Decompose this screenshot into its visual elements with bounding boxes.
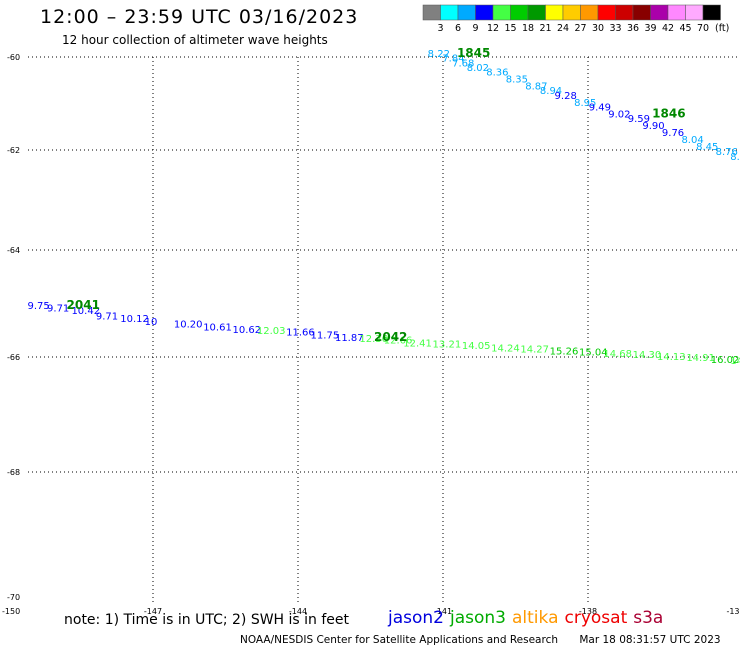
wave-height-point: 10 <box>145 317 158 328</box>
color-scale-label: 36 <box>627 23 639 34</box>
wave-height-point: 9.90 <box>642 121 664 132</box>
footer-credit: NOAA/NESDIS Center for Satellite Applica… <box>240 634 721 646</box>
wave-height-point: 14.68 <box>603 349 632 360</box>
color-scale-legend: 3 6 9 12 15 18 21 24 27 30 33 36 39 42 45 70 (ft) <box>422 4 729 34</box>
satellite-legend: jason2 jason3 altika cryosat s3a <box>388 608 669 628</box>
wave-height-point: 14.21 <box>730 356 740 367</box>
x-tick-label: -144 <box>289 607 307 616</box>
wave-height-point: 14.30 <box>633 350 662 361</box>
color-scale-label: 42 <box>662 23 674 34</box>
color-scale-label: 30 <box>592 23 604 34</box>
wave-height-point: 14.05 <box>462 341 491 352</box>
color-scale-label: 45 <box>679 23 691 34</box>
wave-height-point: 11.87 <box>335 333 364 344</box>
y-tick-label: -70 <box>7 593 20 602</box>
color-scale-label: 33 <box>609 23 621 34</box>
color-scale-label: 39 <box>644 23 656 34</box>
wave-height-point: 9.75 <box>28 301 50 312</box>
wave-height-point: 8.87 <box>525 82 547 93</box>
wave-height-point: 8.35 <box>506 75 528 86</box>
pass-time-label: 1845 <box>457 46 490 60</box>
wave-height-point: 11.75 <box>311 330 340 341</box>
x-tick-label: -141 <box>434 607 452 616</box>
wave-height-point: 9.76 <box>662 128 684 139</box>
color-scale-label: 6 <box>455 23 461 34</box>
wave-height-point: 14.27 <box>520 345 549 356</box>
legend-item-altika: altika <box>512 608 559 628</box>
wave-height-point: 15.04 <box>579 347 608 358</box>
wave-height-point: 16.02 <box>711 355 740 366</box>
x-tick-label: -13 <box>726 607 739 616</box>
wave-height-point: 8.95 <box>574 98 596 109</box>
wave-height-point: 8.04 <box>681 135 703 146</box>
wave-height-point: 8.36 <box>486 68 508 79</box>
y-tick-label: -60 <box>7 53 20 62</box>
wave-height-point: 11.66 <box>286 328 315 339</box>
wave-height-point: 10.12 <box>120 314 149 325</box>
pass-time-label: 2042 <box>374 330 407 344</box>
y-tick-label: -62 <box>7 146 20 155</box>
wave-height-point: 9.02 <box>608 109 630 120</box>
wave-height-point: 8.45 <box>696 142 718 153</box>
wave-height-point: 10.42 <box>71 306 100 317</box>
wave-height-point: 13.21 <box>433 339 462 350</box>
generated-timestamp: Mar 18 08:31:57 UTC 2023 <box>579 634 721 646</box>
x-tick-label: -138 <box>579 607 597 616</box>
wave-height-point: 9.28 <box>555 91 577 102</box>
wave-height-point: 10.62 <box>232 325 261 336</box>
color-scale-label: 12 <box>487 23 499 34</box>
legend-item-cryosat: cryosat <box>564 608 628 628</box>
wave-height-point: 12.66 <box>384 336 413 347</box>
wave-height-point: 15.26 <box>550 346 579 357</box>
pass-time-label: 2041 <box>67 298 100 312</box>
credit-text: NOAA/NESDIS Center for Satellite Applica… <box>240 634 558 646</box>
pass-time-label: 1846 <box>652 106 685 120</box>
wave-height-point: 14.91 <box>686 353 715 364</box>
wave-height-point: 10.20 <box>174 320 203 331</box>
wave-height-point: 9.49 <box>589 102 611 113</box>
color-scale-label: 18 <box>522 23 534 34</box>
color-swatch <box>702 4 721 21</box>
x-tick-label: -150 <box>2 607 20 616</box>
color-scale-label: 24 <box>557 23 569 34</box>
color-scale-label: 9 <box>472 23 478 34</box>
wave-height-point: 9.59 <box>628 114 650 125</box>
wave-height-point: 8.22 <box>428 49 450 60</box>
wave-height-point: 9.71 <box>96 312 118 323</box>
wave-height-point: 14.24 <box>491 344 520 355</box>
wave-height-point: 7.84 <box>442 54 464 65</box>
page-title: 12:00 – 23:59 UTC 03/16/2023 <box>40 6 359 28</box>
legend-item-jason3: jason3 <box>450 608 506 628</box>
wave-height-point: 10.61 <box>203 322 232 333</box>
color-scale-label: 27 <box>574 23 586 34</box>
color-scale-label: 3 <box>437 23 443 34</box>
footnote: note: 1) Time is in UTC; 2) SWH is in fe… <box>64 612 350 628</box>
y-tick-label: -64 <box>7 246 20 255</box>
wave-height-point: 8.35 <box>730 152 740 163</box>
wave-height-point: 12.03 <box>257 326 286 337</box>
wave-height-point: 12.36 <box>359 334 388 345</box>
y-tick-label: -66 <box>7 353 20 362</box>
wave-height-point: 8.02 <box>467 63 489 74</box>
color-scale-label: 15 <box>504 23 516 34</box>
legend-item-s3a: s3a <box>633 608 664 628</box>
x-tick-label: -147 <box>144 607 162 616</box>
y-tick-label: -68 <box>7 468 20 477</box>
wave-height-point: 7.68 <box>452 58 474 69</box>
wave-height-point: 12.41 <box>403 338 432 349</box>
page-subtitle: 12 hour collection of altimeter wave hei… <box>62 33 328 47</box>
wave-height-point: 8.76 <box>716 147 738 158</box>
wave-height-point: 14.13 <box>657 352 686 363</box>
color-scale-label: 70 <box>697 23 709 34</box>
wave-height-point: 9.71 <box>47 304 69 315</box>
color-scale-label: 21 <box>539 23 551 34</box>
wave-height-point: 8.94 <box>540 86 562 97</box>
color-scale-unit: (ft) <box>715 23 729 34</box>
legend-item-jason2: jason2 <box>388 608 444 628</box>
